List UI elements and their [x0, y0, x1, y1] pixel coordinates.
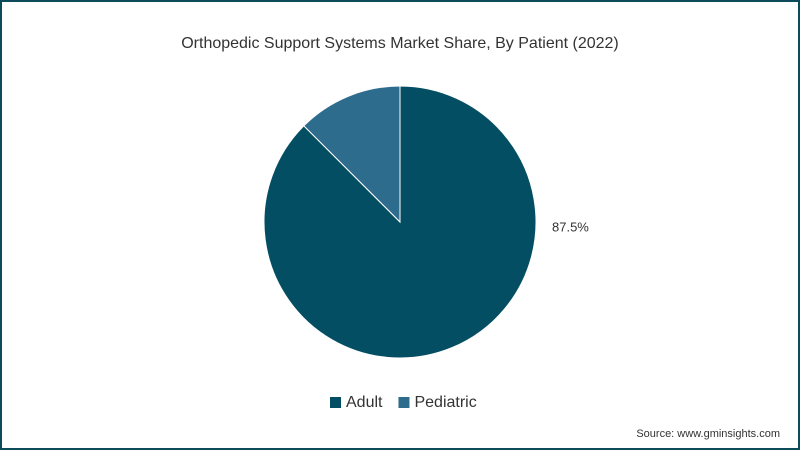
source: Source: www.gminsights.com — [636, 428, 780, 440]
pie-slice — [303, 85, 401, 224]
legend-swatch — [398, 397, 410, 408]
legend-label: Pediatric — [414, 394, 476, 411]
legend-label: Adult — [346, 394, 383, 411]
legend-swatch — [330, 397, 341, 408]
data-label: 87.5% — [552, 219, 589, 234]
chart-title: Orthopedic Support Systems Market Share,… — [181, 35, 619, 52]
